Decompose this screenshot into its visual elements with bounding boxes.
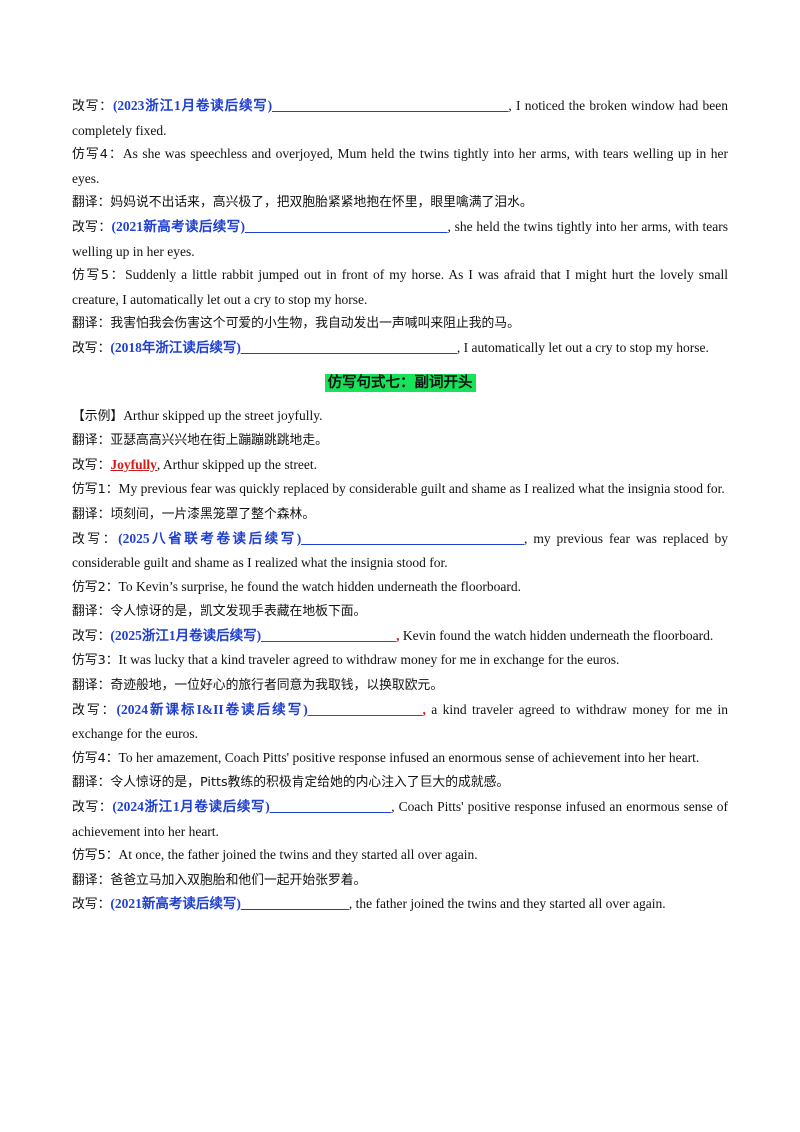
label: 改写： — [72, 531, 119, 547]
sentence-text: Kevin found the watch hidden underneath … — [399, 627, 714, 643]
rewrite-line: 改写：(2021新高考读后续写)________________, the fa… — [72, 892, 728, 917]
sentence-text: , my previous fear was replaced by consi… — [72, 530, 729, 571]
source-tag: (2021新高考读后续写) — [110, 896, 241, 912]
label: 仿写2： — [72, 579, 119, 595]
sentence-text: , Arthur skipped up the street. — [156, 456, 318, 472]
label: 仿写4： — [72, 147, 123, 163]
sentence-text: , she held the twins tightly into her ar… — [72, 218, 728, 259]
imitate-line: 仿写4：As she was speechless and overjoyed,… — [72, 142, 728, 190]
translate-line: 翻译：爸爸立马加入双胞胎和他们一起开始张罗着。 — [72, 868, 728, 893]
sentence-text: To her amazement, Coach Pitts' positive … — [118, 749, 700, 765]
sentence-text: a kind traveler agreed to withdraw money… — [72, 701, 728, 742]
translation-text: 令人惊讶的是，Pitts教练的积极肯定给她的内心注入了巨大的成就感。 — [110, 775, 510, 791]
label: 翻译： — [72, 316, 111, 332]
sentence-text: My previous fear was quickly replaced by… — [118, 481, 725, 497]
imitate-line: 仿写1：My previous fear was quickly replace… — [72, 477, 728, 502]
translate-line: 翻译：顷刻间，一片漆黑笼罩了整个森林。 — [72, 502, 728, 527]
source-tag: (2025浙江1月卷读后续写) — [110, 627, 262, 643]
rewrite-line: 改写：(2018年浙江读后续写)________________________… — [72, 336, 728, 361]
imitate-line: 仿写2：To Kevin’s surprise, he found the wa… — [72, 575, 728, 600]
label: 改写： — [72, 628, 111, 644]
section-heading-text: 仿写句式七：副词开头 — [324, 373, 476, 392]
source-tag: (2024浙江1月卷读后续写) — [112, 799, 270, 815]
source-tag: (2025八省联考卷读后续写) — [118, 530, 302, 546]
answer-blank: ____________________, — [261, 627, 400, 643]
source-tag: (2021新高考读后续写) — [111, 218, 246, 234]
sentence-text: As she was speechless and overjoyed, Mum… — [72, 146, 728, 186]
label: 翻译： — [72, 506, 111, 522]
sentence-text: Arthur skipped up the street joyfully. — [123, 407, 323, 423]
label: 改写： — [72, 219, 112, 235]
label: 改写： — [72, 99, 113, 114]
label: 翻译： — [72, 433, 111, 449]
source-tag: (2024新课标I&II卷读后续写) — [116, 701, 308, 717]
sentence-text: Suddenly a little rabbit jumped out in f… — [72, 267, 728, 307]
translate-line: 翻译：我害怕我会伤害这个可爱的小生物，我自动发出一声喊叫来阻止我的马。 — [72, 311, 728, 336]
sentence-text: At once, the father joined the twins and… — [118, 847, 478, 863]
example-answer: Joyfully — [110, 456, 157, 472]
sentence-text: , the father joined the twins and they s… — [348, 896, 666, 912]
label: 改写： — [72, 897, 111, 913]
label: 仿写1： — [72, 482, 119, 498]
label: 仿写5： — [72, 848, 119, 864]
label: 改写： — [72, 457, 111, 473]
label: 仿写4： — [72, 750, 119, 766]
imitate-line: 仿写4：To her amazement, Coach Pitts' posit… — [72, 746, 728, 771]
rewrite-line: 改写：Joyfully, Arthur skipped up the stree… — [72, 453, 728, 478]
section-heading: 仿写句式七：副词开头 — [72, 371, 728, 392]
rewrite-line: 改写：(2024浙江1月卷读后续写)__________________, Co… — [72, 795, 728, 843]
rewrite-line: 改写：(2023浙江1月卷读后续写)______________________… — [72, 94, 728, 142]
label: 仿写3： — [72, 653, 119, 669]
source-tag: (2023浙江1月卷读后续写) — [112, 98, 273, 113]
translate-line: 翻译：令人惊讶的是，凯文发现手表藏在地板下面。 — [72, 599, 728, 624]
label: 翻译： — [72, 775, 111, 791]
label: 仿写5： — [72, 268, 126, 284]
translation-text: 爸爸立马加入双胞胎和他们一起开始张罗着。 — [110, 872, 367, 888]
answer-blank: _________________________________ — [301, 530, 525, 546]
translate-line: 翻译：亚瑟高高兴兴地在街上蹦蹦跳跳地走。 — [72, 428, 728, 453]
rewrite-line: 改写：(2024新课标I&II卷读后续写)_________________, … — [72, 698, 728, 746]
answer-blank: _________________, — [307, 701, 426, 717]
label: 翻译： — [72, 872, 111, 888]
imitate-line: 仿写5：Suddenly a little rabbit jumped out … — [72, 263, 728, 311]
label: 翻译： — [72, 195, 111, 211]
sentence-text: , I noticed the broken window had been c… — [72, 98, 728, 138]
label: 翻译： — [72, 678, 111, 694]
translation-text: 妈妈说不出话来，高兴极了，把双胞胎紧紧地抱在怀里，眼里噙满了泪水。 — [110, 195, 533, 211]
label: 【示例】 — [72, 408, 124, 424]
document-page: 改写：(2023浙江1月卷读后续写)______________________… — [72, 94, 728, 917]
sentence-text: It was lucky that a kind traveler agreed… — [118, 652, 620, 668]
label: 改写： — [72, 702, 117, 718]
answer-blank: ______________________________ — [245, 218, 448, 234]
translation-text: 亚瑟高高兴兴地在街上蹦蹦跳跳地走。 — [110, 433, 328, 449]
label: 改写： — [72, 800, 113, 816]
rewrite-line: 改写：(2021新高考读后续写)________________________… — [72, 215, 728, 263]
translation-text: 令人惊讶的是，凯文发现手表藏在地板下面。 — [110, 604, 367, 620]
translate-line: 翻译：奇迹般地，一位好心的旅行者同意为我取钱，以换取欧元。 — [72, 673, 728, 698]
sentence-text: To Kevin’s surprise, he found the watch … — [118, 578, 521, 594]
translation-text: 奇迹般地，一位好心的旅行者同意为我取钱，以换取欧元。 — [110, 678, 444, 694]
imitate-line: 仿写3：It was lucky that a kind traveler ag… — [72, 648, 728, 673]
translation-text: 顷刻间，一片漆黑笼罩了整个森林。 — [110, 506, 316, 522]
label: 改写： — [72, 340, 111, 356]
rewrite-line: 改写：(2025浙江1月卷读后续写)____________________, … — [72, 624, 728, 649]
translation-text: 我害怕我会伤害这个可爱的小生物，我自动发出一声喊叫来阻止我的马。 — [110, 316, 520, 332]
answer-blank: ________________________________ — [240, 339, 457, 355]
source-tag: (2018年浙江读后续写) — [110, 339, 241, 355]
sentence-text: , Coach Pitts' positive response infused… — [72, 799, 729, 839]
sentence-text: , I automatically let out a cry to stop … — [456, 339, 709, 355]
answer-blank: ________________ — [240, 896, 349, 912]
rewrite-line: 改写：(2025八省联考卷读后续写)______________________… — [72, 527, 728, 575]
answer-blank: ___________________________________ — [272, 98, 509, 113]
imitate-line: 仿写5：At once, the father joined the twins… — [72, 843, 728, 868]
answer-blank: __________________ — [269, 799, 392, 815]
translate-line: 翻译：令人惊讶的是，Pitts教练的积极肯定给她的内心注入了巨大的成就感。 — [72, 770, 728, 795]
example-line: 【示例】Arthur skipped up the street joyfull… — [72, 404, 728, 429]
label: 翻译： — [72, 604, 111, 620]
translate-line: 翻译：妈妈说不出话来，高兴极了，把双胞胎紧紧地抱在怀里，眼里噙满了泪水。 — [72, 190, 728, 215]
